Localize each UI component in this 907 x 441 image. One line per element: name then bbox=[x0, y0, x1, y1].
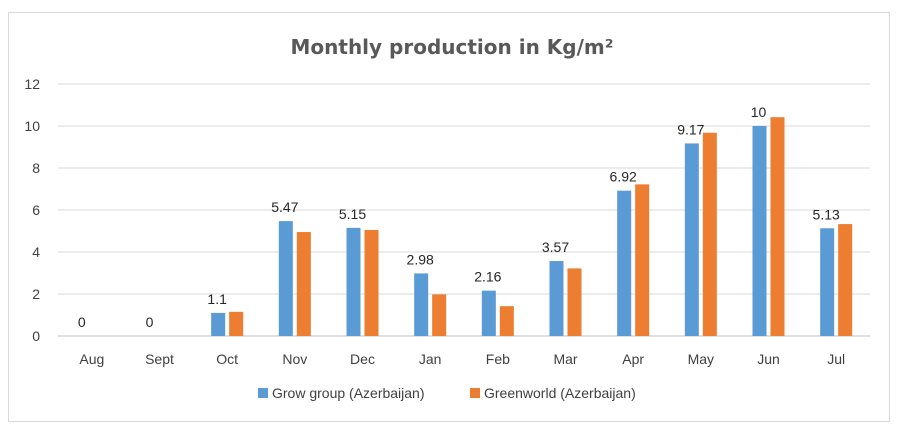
bar bbox=[414, 273, 429, 336]
chart-title: Monthly production in Kg/m² bbox=[291, 35, 614, 59]
x-tick-label: Sept bbox=[145, 351, 174, 367]
bar bbox=[364, 229, 379, 336]
data-label: 0 bbox=[78, 314, 86, 330]
bar bbox=[346, 227, 361, 336]
data-label: 5.15 bbox=[339, 206, 366, 222]
data-label: 0 bbox=[146, 314, 154, 330]
gridlines bbox=[58, 83, 870, 337]
x-tick-label: Aug bbox=[79, 351, 104, 367]
legend-label: Greenworld (Azerbaijan) bbox=[484, 385, 636, 401]
y-tick-label: 6 bbox=[32, 202, 40, 218]
legend-swatch bbox=[258, 388, 268, 398]
bar bbox=[838, 224, 853, 336]
bar bbox=[499, 306, 514, 336]
data-label: 9.17 bbox=[677, 121, 704, 137]
bar bbox=[278, 221, 293, 336]
bar bbox=[229, 311, 244, 336]
x-tick-label: Jul bbox=[827, 351, 845, 367]
y-tick-label: 4 bbox=[32, 244, 40, 260]
bar bbox=[549, 261, 564, 336]
bar bbox=[684, 143, 699, 336]
bars bbox=[211, 117, 853, 337]
bar bbox=[770, 117, 785, 337]
data-label: 3.57 bbox=[542, 239, 569, 255]
bar bbox=[752, 126, 767, 336]
x-tick-label: Feb bbox=[486, 351, 510, 367]
data-label: 5.47 bbox=[271, 199, 298, 215]
x-axis: Aug Sept Oct Nov Dec Jan Feb Mar Apr May Jun Jul bbox=[79, 351, 845, 367]
bar bbox=[432, 294, 447, 336]
x-tick-label: Jan bbox=[419, 351, 442, 367]
legend-swatch bbox=[470, 388, 480, 398]
x-tick-label: Jun bbox=[757, 351, 780, 367]
bar bbox=[702, 132, 717, 336]
x-tick-label: Dec bbox=[350, 351, 375, 367]
y-tick-label: 12 bbox=[24, 76, 40, 92]
data-label: 2.98 bbox=[407, 251, 434, 267]
bar bbox=[617, 190, 632, 336]
x-tick-label: Apr bbox=[622, 351, 644, 367]
x-tick-label: Nov bbox=[282, 351, 307, 367]
data-label: 1.1 bbox=[207, 291, 227, 307]
bar bbox=[635, 184, 650, 336]
bar bbox=[211, 312, 226, 336]
data-label: 6.92 bbox=[610, 169, 637, 185]
y-axis: 0 2 4 6 8 10 12 bbox=[24, 76, 40, 344]
data-label: 10 bbox=[751, 104, 767, 120]
bar bbox=[481, 290, 496, 336]
bar bbox=[296, 232, 311, 336]
y-tick-label: 10 bbox=[24, 118, 40, 134]
x-tick-label: May bbox=[688, 351, 714, 367]
data-labels: 0 0 1.1 5.47 5.15 2.98 2.16 3.57 6.92 9.17 10 5.13 bbox=[78, 104, 840, 330]
y-tick-label: 0 bbox=[32, 328, 40, 344]
bar bbox=[820, 228, 835, 336]
data-label: 2.16 bbox=[474, 269, 501, 285]
legend-label: Grow group (Azerbaijan) bbox=[272, 385, 425, 401]
bar bbox=[567, 268, 582, 336]
x-tick-label: Oct bbox=[216, 351, 238, 367]
data-label: 5.13 bbox=[813, 206, 840, 222]
y-tick-label: 8 bbox=[32, 160, 40, 176]
chart-frame bbox=[8, 12, 890, 422]
x-tick-label: Mar bbox=[553, 351, 577, 367]
legend: Grow group (Azerbaijan) Greenworld (Azerb… bbox=[258, 385, 636, 401]
y-tick-label: 2 bbox=[32, 286, 40, 302]
